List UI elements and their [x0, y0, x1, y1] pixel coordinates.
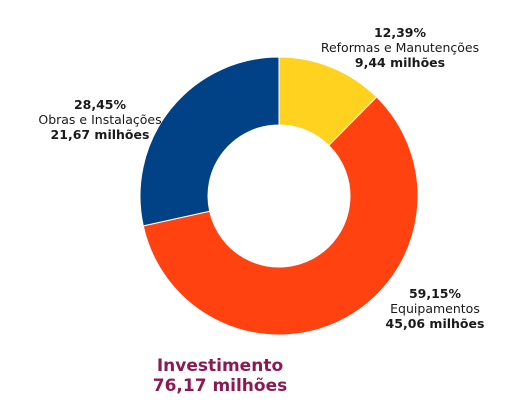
slice-name-label: Reformas e Manutenções	[320, 40, 480, 55]
slice-label-obras: 28,45% Obras e Instalações 21,67 milhões	[20, 97, 180, 142]
total-value: 76,17 milhões	[152, 376, 288, 396]
donut-slice-2	[139, 56, 280, 227]
slice-value-label: 9,44 milhões	[354, 55, 446, 70]
slice-name-label: Equipamentos	[390, 301, 480, 316]
total-label: Investimento	[156, 356, 284, 376]
slice-percent-label: 28,45%	[73, 97, 127, 112]
slice-value-label: 45,06 milhões	[385, 316, 485, 331]
slice-label-equipamentos: 59,15% Equipamentos 45,06 milhões	[360, 286, 510, 331]
slice-value-label: 21,67 milhões	[50, 127, 150, 142]
slice-percent-label: 12,39%	[373, 25, 427, 40]
slice-name-label: Obras e Instalações	[38, 112, 162, 127]
slice-percent-label: 59,15%	[408, 286, 462, 301]
total-investment: Investimento 76,17 milhões	[120, 356, 320, 396]
donut-slice-1	[142, 96, 419, 336]
slice-label-reformas: 12,39% Reformas e Manutenções 9,44 milhõ…	[300, 25, 500, 70]
